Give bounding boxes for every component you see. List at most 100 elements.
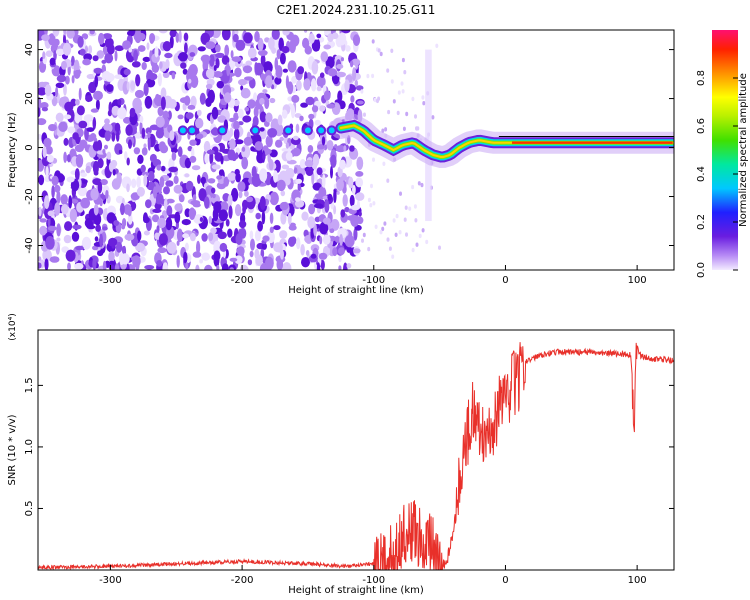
noise-blob: [224, 44, 230, 57]
noise-blob: [303, 78, 311, 91]
noise-blob: [76, 105, 85, 116]
noise-blob: [58, 173, 64, 182]
noise-blob: [178, 30, 182, 43]
noise-blob: [92, 160, 99, 175]
noise-blob: [247, 47, 257, 59]
noise-blob: [147, 132, 151, 139]
noise-blob: [114, 45, 124, 52]
noise-blob: [42, 51, 46, 60]
noise-blob: [234, 139, 244, 145]
noise-blob: [316, 85, 322, 92]
noise-blob: [415, 126, 418, 131]
noise-blob: [165, 217, 173, 231]
noise-blob: [137, 45, 146, 52]
noise-blob: [396, 110, 400, 116]
noise-blob: [304, 159, 314, 168]
noise-blob: [314, 203, 324, 209]
noise-blob: [289, 39, 296, 54]
noise-blob: [65, 249, 76, 262]
noise-blob: [149, 33, 156, 43]
noise-blob: [382, 161, 386, 166]
noise-blob: [314, 119, 321, 126]
noise-blob: [140, 164, 146, 173]
noise-blob: [235, 39, 246, 51]
noise-blob: [119, 252, 125, 266]
noise-blob: [189, 139, 197, 146]
noise-blob: [229, 257, 238, 262]
noise-blob: [137, 230, 142, 242]
noise-blob: [107, 109, 112, 117]
noise-blob: [148, 73, 158, 81]
noise-blob: [45, 50, 53, 57]
noise-blob: [304, 45, 312, 55]
noise-blob: [66, 30, 75, 39]
noise-blob: [336, 190, 340, 195]
noise-blob: [247, 99, 256, 109]
spectrogram-x-tick-label: -300: [99, 275, 122, 286]
noise-blob: [113, 220, 120, 226]
noise-blob: [75, 245, 84, 251]
noise-blob: [201, 233, 208, 242]
noise-blob: [122, 218, 127, 228]
noise-blob: [105, 189, 109, 199]
noise-blob: [53, 50, 57, 61]
noise-blob: [340, 57, 344, 62]
noise-blob: [108, 237, 118, 247]
noise-blob: [216, 80, 225, 89]
noise-blob: [405, 232, 408, 237]
noise-blob: [141, 127, 146, 139]
noise-blob: [228, 205, 233, 219]
noise-blob: [71, 75, 75, 84]
noise-blob: [276, 179, 286, 192]
noise-blob: [356, 156, 364, 170]
noise-blob: [233, 112, 239, 121]
spectral-smear: [425, 49, 432, 222]
noise-blob: [288, 224, 297, 231]
noise-blob: [204, 153, 209, 164]
noise-blob: [184, 157, 192, 169]
noise-blob: [48, 33, 56, 46]
spectrogram-y-tick-label: -20: [24, 188, 35, 204]
noise-blob: [196, 240, 201, 255]
noise-blob: [56, 223, 61, 237]
noise-blob: [319, 236, 323, 245]
noise-blob: [137, 154, 144, 164]
spectrogram-x-tick-label: 0: [502, 275, 508, 286]
noise-blob: [308, 113, 315, 120]
noise-blob: [212, 207, 219, 222]
noise-blob: [236, 246, 245, 256]
noise-blob: [336, 178, 344, 191]
noise-blob: [327, 33, 334, 43]
noise-blob: [43, 137, 52, 148]
noise-blob: [163, 198, 168, 210]
noise-blob: [415, 242, 419, 247]
noise-blob: [178, 194, 185, 203]
noise-blob: [94, 74, 99, 88]
noise-blob: [51, 175, 59, 186]
colorbar: 0.0 0.2 0.4 0.6 0.8 Normalized spectral ampl…: [696, 30, 749, 278]
noise-blob: [98, 32, 105, 45]
noise-blob: [45, 145, 53, 155]
noise-blob: [52, 30, 60, 37]
noise-blob: [276, 49, 281, 60]
noise-blob: [205, 83, 213, 89]
noise-blob: [394, 232, 398, 237]
noise-blob: [149, 124, 159, 131]
noise-blob: [99, 233, 103, 248]
noise-blob: [384, 127, 388, 132]
noise-blob: [128, 47, 133, 53]
snr-chart: -300 -200 -100 0 100 0.5 1.0 1.5 Height of str…: [7, 313, 675, 596]
noise-blob: [249, 250, 254, 258]
snr-y-tick-label: 1.0: [24, 439, 35, 455]
noise-blob: [223, 92, 232, 103]
noise-blob: [414, 218, 418, 223]
noise-blob: [321, 136, 326, 146]
noise-blob: [54, 202, 61, 216]
noise-blob: [206, 149, 215, 155]
noise-blob: [290, 104, 296, 119]
noise-blob: [244, 190, 249, 197]
noise-blob: [367, 246, 371, 252]
noise-blob: [276, 258, 284, 270]
noise-blob: [386, 68, 390, 73]
ridge-blob-core: [219, 127, 226, 134]
